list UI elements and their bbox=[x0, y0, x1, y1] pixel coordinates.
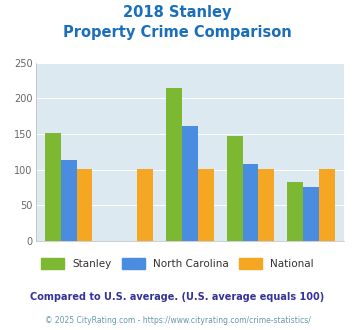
Bar bbox=[242, 164, 258, 241]
Text: Compared to U.S. average. (U.S. average equals 100): Compared to U.S. average. (U.S. average … bbox=[31, 292, 324, 302]
Bar bbox=[258, 169, 274, 241]
Bar bbox=[182, 126, 198, 241]
Bar bbox=[77, 169, 92, 241]
Bar bbox=[166, 88, 182, 241]
Legend: Stanley, North Carolina, National: Stanley, North Carolina, National bbox=[41, 258, 314, 269]
Bar bbox=[198, 169, 214, 241]
Bar bbox=[288, 182, 303, 241]
Text: Property Crime Comparison: Property Crime Comparison bbox=[63, 25, 292, 40]
Text: 2018 Stanley: 2018 Stanley bbox=[123, 5, 232, 20]
Bar bbox=[61, 160, 77, 241]
Bar bbox=[137, 169, 153, 241]
Bar bbox=[45, 133, 61, 241]
Bar bbox=[227, 136, 242, 241]
Bar bbox=[319, 169, 335, 241]
Text: © 2025 CityRating.com - https://www.cityrating.com/crime-statistics/: © 2025 CityRating.com - https://www.city… bbox=[45, 316, 310, 325]
Bar bbox=[303, 187, 319, 241]
